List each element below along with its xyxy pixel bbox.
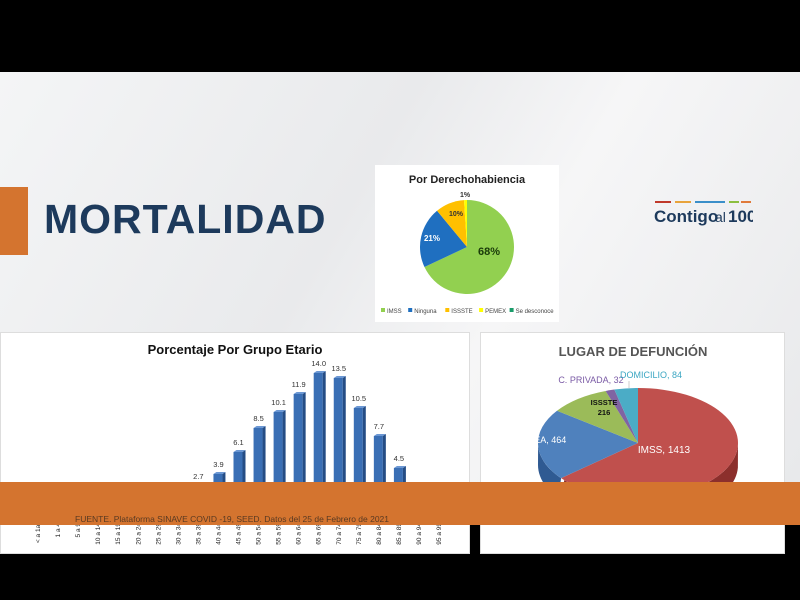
slice-label: ISSSTE 216 (591, 398, 618, 417)
x-tick-label: 45 a 49 (236, 523, 243, 545)
x-tick-label: 5 a 9 (75, 523, 82, 538)
svg-text:Contigo: Contigo (654, 207, 718, 226)
pie-slice-imss (424, 200, 514, 294)
data-label: 7.7 (374, 422, 384, 431)
data-label: 13.5 (331, 364, 346, 373)
data-label: 10.5 (351, 394, 366, 403)
bar-side (322, 371, 326, 513)
slice-label: 21% (424, 234, 440, 243)
bar (353, 408, 363, 513)
slice-label: 68% (478, 246, 500, 258)
x-tick-label: 55 a 59 (276, 523, 283, 545)
chart-title: Porcentaje Por Grupo Etario (148, 342, 323, 357)
page-title: MORTALIDAD (44, 196, 327, 242)
slice-label: ISSEA, 464 (520, 435, 567, 445)
bar (253, 428, 263, 513)
pie-slice-issea (538, 410, 638, 479)
accent-tab (0, 187, 28, 255)
slice-label: C. PRIVADA, 32 (558, 375, 623, 385)
bar (273, 412, 283, 513)
chart-title: Por Derechohabiencia (409, 174, 526, 186)
legend-swatch (509, 308, 514, 312)
bar-top (333, 376, 346, 378)
data-label: 2.7 (193, 472, 203, 481)
bar-top (253, 426, 266, 428)
bar-side (342, 376, 346, 513)
bar-top (273, 410, 286, 412)
x-tick-label: 20 a 24 (135, 523, 142, 545)
bar-top (313, 371, 326, 373)
x-tick-label: 90 a 94 (416, 523, 423, 545)
pie-slice-issste (437, 200, 467, 247)
legend-swatch (445, 308, 450, 312)
x-tick-label: 50 a 54 (256, 523, 263, 545)
bar-top (293, 392, 306, 394)
pie-slice-ninguna (420, 210, 467, 268)
bar-top (233, 450, 246, 452)
x-tick-label: 25 a 29 (155, 523, 162, 545)
x-tick-label: 40 a 44 (215, 523, 222, 545)
x-tick-label: 85 a 89 (396, 523, 403, 545)
bar-top (393, 466, 406, 468)
x-tick-label: 75 a 79 (356, 523, 363, 545)
bar-top (213, 472, 226, 474)
data-label: 14.0 (311, 359, 326, 368)
data-label: 6.1 (233, 438, 243, 447)
legend-item: ISSSTE (451, 309, 472, 315)
legend-item: Se desconoce (516, 309, 555, 315)
slice-label: 1% (460, 192, 471, 199)
logo: Contigo al 100 (653, 199, 756, 229)
source-text: FUENTE. Plataforma SINAVE COVID -19, SEE… (75, 514, 390, 524)
pie-slice-imss (561, 388, 738, 498)
x-tick-label: 1 a 4 (55, 523, 62, 538)
pie-slice-cprivada (605, 389, 638, 443)
x-tick-label: 35 a 39 (195, 523, 202, 545)
bar (293, 394, 303, 513)
svg-text:al: al (715, 209, 726, 225)
legend-item: IMSS (387, 309, 402, 315)
data-label: 8.5 (253, 414, 263, 423)
bar (373, 436, 383, 513)
bar (333, 378, 343, 513)
data-label: 10.1 (271, 398, 286, 407)
x-tick-label: < a 1a. (35, 523, 42, 543)
bar (313, 373, 323, 513)
data-label: 3.9 (213, 460, 223, 469)
x-tick-label: 15 a 19 (115, 523, 122, 545)
data-label: 4.5 (394, 454, 404, 463)
x-tick-label: 65 a 69 (316, 523, 323, 545)
legend-swatch (408, 308, 413, 312)
x-tick-label: 30 a 34 (175, 523, 182, 545)
slide: MORTALIDAD Por Derechohabiencia 68% 21% 10%… (0, 72, 800, 554)
legend-swatch (381, 308, 385, 312)
data-label: 11.9 (292, 380, 306, 389)
bar-top (353, 406, 366, 408)
legend-swatch (479, 308, 484, 312)
legend-item: Ninguna (414, 309, 437, 315)
x-tick-label: 80 a 84 (376, 523, 383, 545)
x-tick-label: 60 a 64 (296, 523, 303, 545)
x-tick-label: 10 a 14 (95, 523, 102, 545)
footer: FUENTE. Plataforma SINAVE COVID -19, SEE… (0, 482, 800, 525)
derechohabiencia-chart: Por Derechohabiencia 68% 21% 10% 1% IMSS Ningu… (375, 165, 559, 322)
chart-title: LUGAR DE DEFUNCIÓN (559, 344, 708, 359)
x-tick-label: 70 a 74 (336, 523, 343, 545)
slice-label: IMSS, 1413 (638, 445, 691, 456)
svg-text:100: 100 (728, 207, 753, 226)
x-tick-label: 95 a 99 (436, 523, 443, 545)
pie-slice-domicilio (614, 388, 638, 443)
slice-label: 10% (449, 211, 464, 218)
slice-label: DOMICILIO, 84 (620, 370, 682, 380)
pie-slice-issste (556, 390, 638, 443)
legend-item: PEMEX (485, 309, 506, 315)
pie-slice-pemex (464, 200, 467, 247)
bar-top (373, 434, 386, 436)
